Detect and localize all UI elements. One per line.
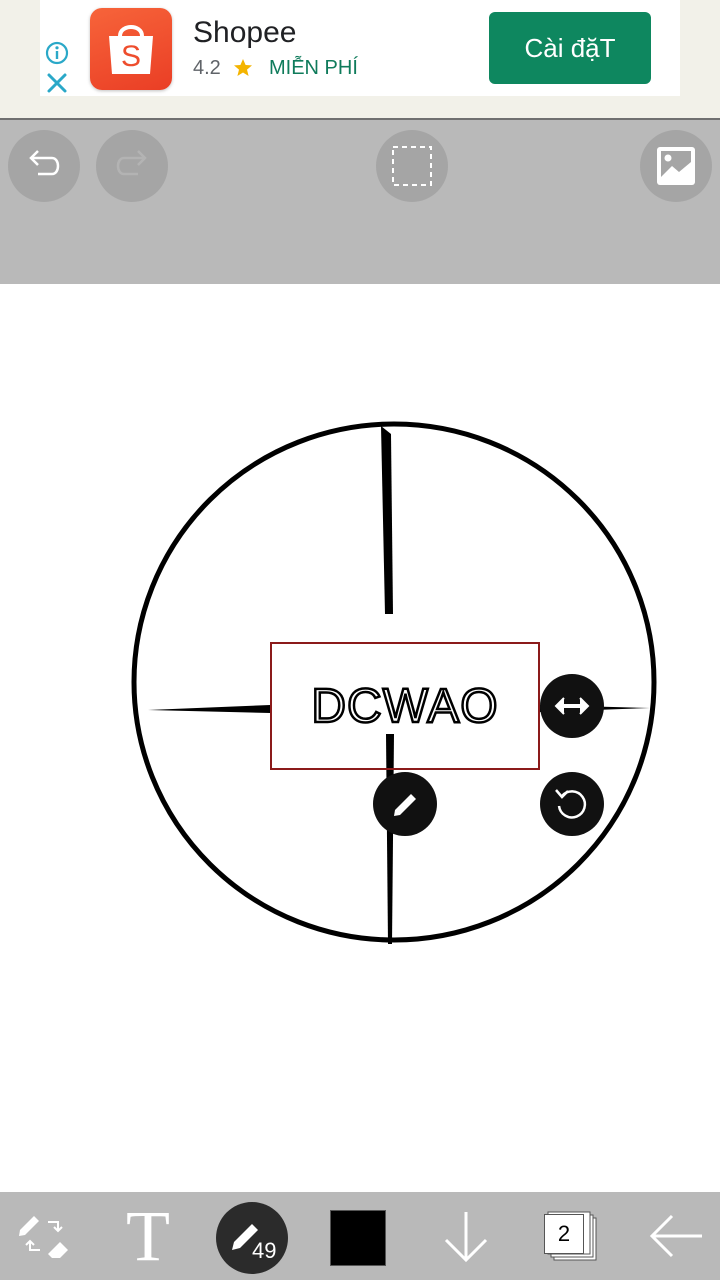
edit-pencil-icon xyxy=(394,794,416,816)
text-tool-button[interactable]: T xyxy=(112,1192,184,1280)
download-button[interactable] xyxy=(430,1192,502,1280)
color-swatch[interactable] xyxy=(330,1210,386,1266)
text-icon: T xyxy=(126,1196,170,1276)
layers-button[interactable]: 2 xyxy=(536,1192,608,1280)
selection-button[interactable] xyxy=(376,130,448,202)
pen-icon xyxy=(232,1224,258,1250)
shopee-app-icon[interactable]: S xyxy=(90,8,172,90)
resize-handle[interactable] xyxy=(540,674,604,738)
back-arrow-icon xyxy=(649,1214,702,1258)
rotate-handle[interactable] xyxy=(540,772,604,836)
rotate-icon xyxy=(555,789,587,819)
close-icon[interactable] xyxy=(44,70,70,96)
ad-banner: S Shopee 4.2 MIỄN PHÍ Cài đặT xyxy=(0,0,720,118)
redo-button[interactable] xyxy=(96,130,168,202)
edit-text-handle[interactable] xyxy=(373,772,437,836)
ad-card[interactable]: S Shopee 4.2 MIỄN PHÍ Cài đặT xyxy=(40,0,680,96)
undo-icon xyxy=(29,150,60,176)
back-button[interactable] xyxy=(640,1192,712,1280)
image-icon xyxy=(657,147,695,185)
star-icon xyxy=(234,59,252,76)
download-arrow-icon xyxy=(444,1212,488,1263)
ad-price: MIỄN PHÍ xyxy=(269,57,358,79)
selection-icon xyxy=(392,146,432,186)
install-button[interactable]: Cài đặT xyxy=(489,12,651,84)
eraser-swap-button[interactable] xyxy=(8,1192,80,1280)
eraser-swap-icon xyxy=(19,1216,68,1258)
layer-count: 2 xyxy=(544,1214,584,1254)
svg-text:S: S xyxy=(121,40,141,73)
info-icon[interactable] xyxy=(44,40,70,66)
pen-tool-button[interactable]: 49 xyxy=(216,1202,288,1274)
top-toolbar xyxy=(0,118,720,284)
bottom-toolbar: T 49 2 xyxy=(0,1192,720,1280)
drawing-canvas[interactable]: DCWAO xyxy=(0,284,720,1192)
ad-app-name: Shopee xyxy=(193,16,297,49)
undo-button[interactable] xyxy=(8,130,80,202)
resize-horizontal-icon xyxy=(554,697,590,715)
shopee-bag-icon: S xyxy=(109,25,153,74)
text-layer-box[interactable]: DCWAO xyxy=(270,642,540,770)
text-layer-content: DCWAO xyxy=(310,678,499,734)
image-button[interactable] xyxy=(640,130,712,202)
pen-size-label: 49 xyxy=(252,1238,277,1263)
ad-rating: 4.2 xyxy=(193,57,221,79)
redo-icon xyxy=(116,150,147,176)
